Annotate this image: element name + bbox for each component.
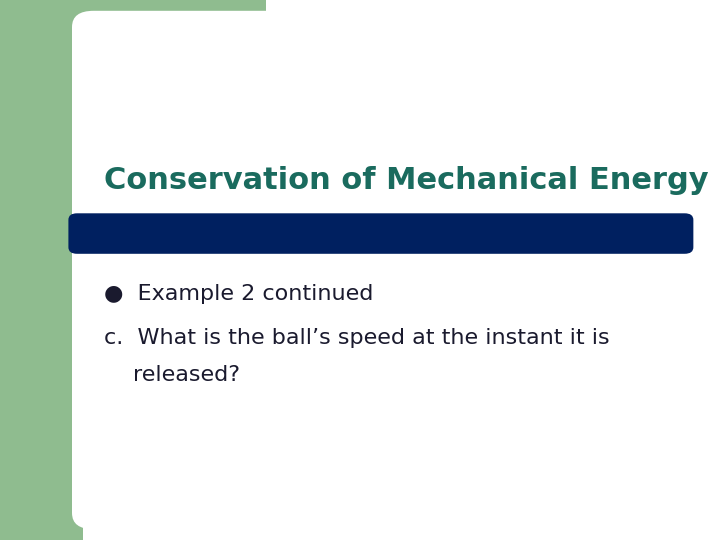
FancyBboxPatch shape bbox=[68, 213, 693, 254]
Text: released?: released? bbox=[133, 365, 240, 386]
Text: ●  Example 2 continued: ● Example 2 continued bbox=[104, 284, 374, 305]
Bar bbox=[0, 0, 83, 540]
Bar bbox=[0, 0, 266, 151]
FancyBboxPatch shape bbox=[72, 11, 716, 529]
Text: c.  What is the ball’s speed at the instant it is: c. What is the ball’s speed at the insta… bbox=[104, 327, 610, 348]
Text: Conservation of Mechanical Energy: Conservation of Mechanical Energy bbox=[104, 166, 709, 195]
